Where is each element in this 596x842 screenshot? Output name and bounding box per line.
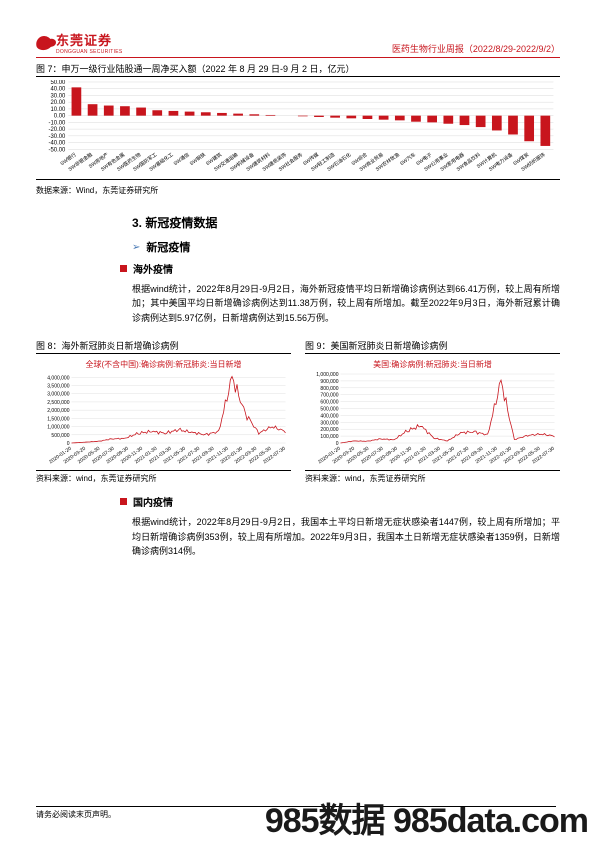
svg-text:900,000: 900,000 bbox=[320, 379, 338, 385]
svg-text:500,000: 500,000 bbox=[51, 433, 69, 439]
svg-text:SW汽车: SW汽车 bbox=[398, 151, 417, 167]
svg-text:SW钢铁: SW钢铁 bbox=[188, 151, 207, 167]
fig7-title: 图 7：申万一级行业陆股通一周净买入额（2022 年 8 月 29 日-9 月 … bbox=[36, 62, 560, 77]
svg-text:-50.00: -50.00 bbox=[49, 147, 67, 153]
svg-text:-20.00: -20.00 bbox=[49, 127, 67, 133]
footer-disclaimer: 请务必阅读末页声明。 bbox=[36, 810, 116, 819]
svg-text:100,000: 100,000 bbox=[320, 434, 338, 440]
fig9-source: 资料来源：wind，东莞证券研究所 bbox=[305, 471, 560, 488]
svg-text:3,000,000: 3,000,000 bbox=[47, 392, 69, 398]
svg-text:-10.00: -10.00 bbox=[49, 120, 67, 126]
svg-text:SW通信: SW通信 bbox=[172, 151, 191, 167]
svg-text:50.00: 50.00 bbox=[50, 80, 66, 86]
logo-text: 东莞证券 bbox=[56, 30, 123, 49]
square-icon bbox=[120, 498, 127, 505]
domestic-heading: 国内疫情 bbox=[120, 494, 560, 509]
fig9-title: 图 9：美国新冠肺炎日新增确诊病例 bbox=[305, 339, 560, 354]
svg-text:-30.00: -30.00 bbox=[49, 134, 67, 140]
arrow-icon: ➢ bbox=[132, 242, 140, 253]
fig9-chart: 0100,000200,000300,000400,000500,000600,… bbox=[305, 372, 560, 467]
svg-text:0.00: 0.00 bbox=[54, 114, 66, 120]
fig8-title: 图 8：海外新冠肺炎日新增确诊病例 bbox=[36, 339, 291, 354]
svg-text:20.00: 20.00 bbox=[50, 100, 66, 106]
fig8-chart: 0500,0001,000,0001,500,0002,000,0002,500… bbox=[36, 372, 291, 467]
square-icon bbox=[120, 265, 127, 272]
svg-text:400,000: 400,000 bbox=[320, 414, 338, 420]
svg-text:40.00: 40.00 bbox=[50, 87, 66, 93]
watermark: 985数据 985data.com bbox=[265, 793, 588, 842]
overseas-heading: 海外疫情 bbox=[120, 261, 560, 276]
overseas-body: 根据wind统计，2022年8月29日-9月2日，海外新冠疫情平均日新增确诊病例… bbox=[132, 282, 560, 325]
svg-text:1,500,000: 1,500,000 bbox=[47, 417, 69, 423]
svg-text:10.00: 10.00 bbox=[50, 107, 66, 113]
overseas-heading-text: 海外疫情 bbox=[133, 261, 173, 276]
fig8-col: 图 8：海外新冠肺炎日新增确诊病例 全球(不含中国):确诊病例:新冠肺炎:当日新… bbox=[36, 335, 291, 488]
svg-text:1,000,000: 1,000,000 bbox=[47, 425, 69, 431]
svg-text:2,000,000: 2,000,000 bbox=[47, 408, 69, 414]
svg-text:700,000: 700,000 bbox=[320, 393, 338, 399]
fig7-source: 数据来源：Wind，东莞证券研究所 bbox=[36, 183, 560, 200]
page-header: 东莞证券 DONGGUAN SECURITIES 医药生物行业周报（2022/8… bbox=[36, 30, 560, 57]
fig8-chart-title: 全球(不含中国):确诊病例:新冠肺炎:当日新增 bbox=[36, 357, 291, 372]
svg-text:600,000: 600,000 bbox=[320, 400, 338, 406]
fig9-chart-title: 美国:确诊病例:新冠肺炎:当日新增 bbox=[305, 357, 560, 372]
logo-icon bbox=[35, 34, 53, 51]
chart-row: 图 8：海外新冠肺炎日新增确诊病例 全球(不含中国):确诊病例:新冠肺炎:当日新… bbox=[36, 335, 560, 488]
section3-heading: 3. 新冠疫情数据 bbox=[132, 214, 560, 231]
svg-text:500,000: 500,000 bbox=[320, 407, 338, 413]
svg-text:800,000: 800,000 bbox=[320, 386, 338, 392]
svg-text:3,500,000: 3,500,000 bbox=[47, 384, 69, 390]
logo-subtext: DONGGUAN SECURITIES bbox=[56, 49, 123, 55]
svg-text:300,000: 300,000 bbox=[320, 420, 338, 426]
svg-text:2,500,000: 2,500,000 bbox=[47, 400, 69, 406]
fig9-col: 图 9：美国新冠肺炎日新增确诊病例 美国:确诊病例:新冠肺炎:当日新增 0100… bbox=[305, 335, 560, 488]
svg-text:1,000,000: 1,000,000 bbox=[316, 372, 338, 378]
section3-sub-text: 新冠疫情 bbox=[146, 239, 190, 255]
fig8-source: 资料来源：wind，东莞证券研究所 bbox=[36, 471, 291, 488]
svg-text:30.00: 30.00 bbox=[50, 93, 66, 99]
report-title: 医药生物行业周报（2022/8/29-2022/9/2） bbox=[392, 42, 560, 55]
svg-text:4,000,000: 4,000,000 bbox=[47, 375, 69, 381]
header-rule bbox=[36, 57, 560, 58]
svg-text:200,000: 200,000 bbox=[320, 427, 338, 433]
fig7-chart: -50.00-40.00-30.00-20.00-10.000.0010.002… bbox=[36, 80, 560, 180]
domestic-body: 根据wind统计，2022年8月29日-9月2日，我国本土平均日新增无症状感染者… bbox=[132, 515, 560, 558]
section3-sub: ➢ 新冠疫情 bbox=[132, 239, 560, 255]
company-logo: 东莞证券 DONGGUAN SECURITIES bbox=[36, 30, 123, 55]
domestic-heading-text: 国内疫情 bbox=[133, 494, 173, 509]
svg-text:-40.00: -40.00 bbox=[49, 141, 67, 147]
